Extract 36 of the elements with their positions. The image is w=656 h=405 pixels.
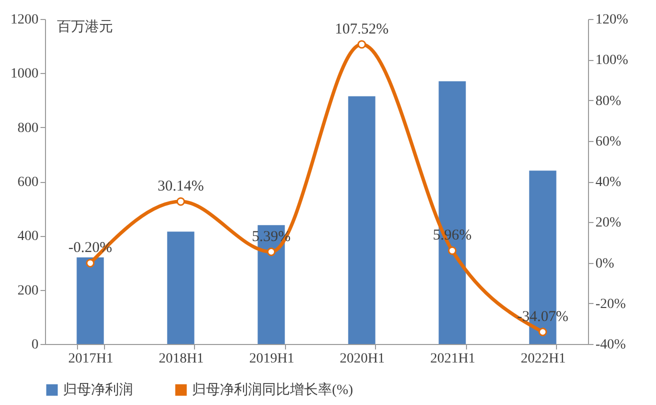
x-tick-label: 2017H1 bbox=[68, 352, 114, 366]
x-tick-label: 2022H1 bbox=[520, 352, 566, 366]
y-tick-label: 200 bbox=[18, 283, 38, 298]
x-tick-label: 2021H1 bbox=[430, 352, 476, 366]
y2-tick-label: 80% bbox=[596, 94, 622, 109]
y2-tick-label: 120% bbox=[596, 12, 628, 28]
y-tick-label: 800 bbox=[18, 120, 38, 136]
data-label: 30.14% bbox=[158, 178, 204, 195]
point bbox=[86, 258, 95, 268]
point bbox=[266, 248, 276, 256]
data-label: 107.52% bbox=[334, 21, 389, 38]
y2-tick-label: 60% bbox=[596, 134, 622, 150]
y-tick-label: 0 bbox=[32, 338, 38, 352]
y2-tick-label: 0% bbox=[596, 256, 614, 272]
point bbox=[538, 328, 548, 336]
y-tick-label: 600 bbox=[18, 175, 38, 190]
y2-tick-label: 100% bbox=[596, 53, 628, 68]
point bbox=[448, 246, 457, 255]
bar bbox=[167, 232, 194, 344]
y2-tick-label: 20% bbox=[596, 216, 622, 231]
bar bbox=[76, 257, 104, 344]
y-tick-label: 400 bbox=[18, 229, 38, 244]
point bbox=[176, 197, 186, 206]
y-tick-label: 1000 bbox=[10, 66, 38, 82]
x-tick-label: 2019H1 bbox=[249, 352, 294, 366]
y-tick-label: 1200 bbox=[10, 12, 38, 28]
x-tick-label: 2018H1 bbox=[158, 352, 204, 366]
y2-tick-label: 40% bbox=[596, 175, 622, 190]
legend-label: 归母净利润同比增长率(%) bbox=[192, 382, 354, 398]
legend-label: 归母净利润 bbox=[63, 382, 133, 398]
point bbox=[357, 40, 366, 49]
y2-tick-label: -40% bbox=[596, 338, 626, 352]
y2-tick-label: -20% bbox=[596, 296, 626, 312]
y-axis-title: 百万港元 bbox=[57, 19, 113, 35]
bar bbox=[348, 96, 376, 344]
x-tick-label: 2020H1 bbox=[340, 352, 385, 366]
